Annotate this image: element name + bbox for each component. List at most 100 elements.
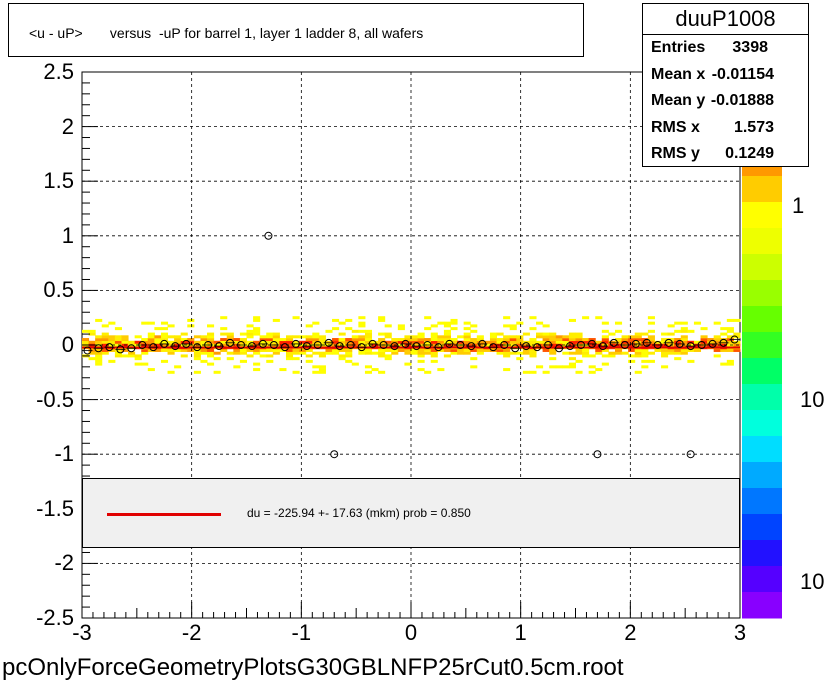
heatmap-cell <box>463 321 471 325</box>
stats-row-rms-x: RMS x 1.573 <box>643 115 808 141</box>
heatmap-cell <box>470 338 478 342</box>
heatmap-cell <box>496 332 504 336</box>
heatmap-cell <box>384 335 392 339</box>
heatmap-cell <box>114 335 122 339</box>
heatmap-cell <box>101 324 109 328</box>
heatmap-cell <box>667 338 675 342</box>
color-scale-segment <box>742 540 782 567</box>
heatmap-cell <box>661 348 669 352</box>
heatmap-cell <box>470 357 478 361</box>
heatmap-cell <box>443 354 451 358</box>
profile-point <box>730 335 739 344</box>
heatmap-cell <box>628 340 636 344</box>
heatmap-cell <box>266 338 274 342</box>
heatmap-cell <box>397 348 405 352</box>
heatmap-cell <box>726 348 734 352</box>
heatmap-cell <box>503 324 511 328</box>
heatmap-cell <box>160 359 169 363</box>
heatmap-cell <box>450 338 458 342</box>
heatmap-cell <box>529 340 537 344</box>
profile-point <box>171 342 180 351</box>
heatmap-cell <box>226 357 234 361</box>
heatmap-cell <box>141 321 149 325</box>
heatmap-cell <box>239 332 247 336</box>
heatmap-cell <box>470 329 478 333</box>
heatmap-cell <box>450 327 458 331</box>
heatmap-cell <box>187 340 195 344</box>
y-tick-label: 1.5 <box>43 168 74 194</box>
heatmap-cell <box>272 335 280 339</box>
heatmap-cell <box>187 324 195 328</box>
heatmap-cell <box>239 348 247 352</box>
heatmap-cell <box>345 359 353 363</box>
heatmap-cell <box>693 348 702 352</box>
x-tick-label: 0 <box>404 620 418 645</box>
stats-value: 1.573 <box>733 119 774 136</box>
heatmap-cell <box>220 338 228 342</box>
heatmap-cell <box>193 370 201 374</box>
heatmap-cell <box>180 354 188 358</box>
x-tick-label: -1 <box>291 620 312 645</box>
heatmap-cell <box>713 338 721 342</box>
heatmap-cell <box>601 338 609 342</box>
heatmap-cell <box>174 343 182 347</box>
y-tick-label: -1.5 <box>36 495 74 521</box>
heatmap-cell <box>253 340 261 344</box>
profile-point <box>390 342 399 351</box>
heatmap-cell <box>108 348 116 352</box>
heatmap-cell <box>654 340 662 344</box>
heatmap-cell <box>417 351 425 355</box>
heatmap-cell <box>180 338 188 342</box>
heatmap-cell <box>318 340 326 344</box>
heatmap-cell <box>568 338 576 342</box>
heatmap-cell <box>279 338 287 342</box>
color-scale-segment <box>742 488 782 515</box>
heatmap-cell <box>338 348 346 352</box>
heatmap-cell <box>568 332 576 336</box>
heatmap-cell <box>95 318 103 322</box>
profile-point <box>423 341 432 349</box>
heatmap-cell <box>674 321 682 325</box>
heatmap-cell <box>470 340 478 344</box>
heatmap-cell <box>364 329 373 333</box>
heatmap-cell <box>220 343 228 347</box>
heatmap-cell <box>443 343 451 347</box>
heatmap-cell <box>516 357 524 361</box>
heatmap-cell <box>562 351 570 355</box>
heatmap-cell <box>529 370 537 374</box>
heatmap-cell <box>463 351 471 355</box>
heatmap-cell <box>700 338 708 342</box>
heatmap-cell <box>141 338 149 342</box>
profile-point <box>127 344 136 353</box>
x-tick-label: 3 <box>733 620 747 645</box>
heatmap-cell <box>253 368 261 372</box>
heatmap-cell <box>601 362 609 366</box>
heatmap-cell <box>364 343 373 347</box>
heatmap-cell <box>720 340 728 344</box>
heatmap-cell <box>720 332 728 336</box>
heatmap-cell <box>411 338 419 342</box>
heatmap-cell <box>213 370 221 374</box>
heatmap-cell <box>674 351 682 355</box>
heatmap-cell <box>437 340 445 344</box>
heatmap-cell <box>200 335 208 339</box>
heatmap-cell <box>549 332 557 336</box>
heatmap-cell <box>726 335 734 339</box>
heatmap-cell <box>700 327 708 331</box>
color-scale-segment <box>742 384 782 411</box>
heatmap-cell <box>509 340 517 344</box>
heatmap-cell <box>167 335 175 339</box>
heatmap-cell <box>516 321 524 325</box>
profile-point <box>258 339 267 348</box>
heatmap-cell <box>608 354 616 358</box>
heatmap-cell <box>384 348 392 352</box>
heatmap-cell <box>707 338 715 342</box>
heatmap-cell <box>226 340 234 344</box>
heatmap-cell <box>634 343 642 347</box>
heatmap-cell <box>82 338 90 342</box>
heatmap-cell <box>634 332 642 336</box>
heatmap-cell <box>424 348 432 352</box>
profile-point <box>247 342 256 351</box>
heatmap-cell <box>266 335 274 339</box>
heatmap-cell <box>647 316 655 320</box>
